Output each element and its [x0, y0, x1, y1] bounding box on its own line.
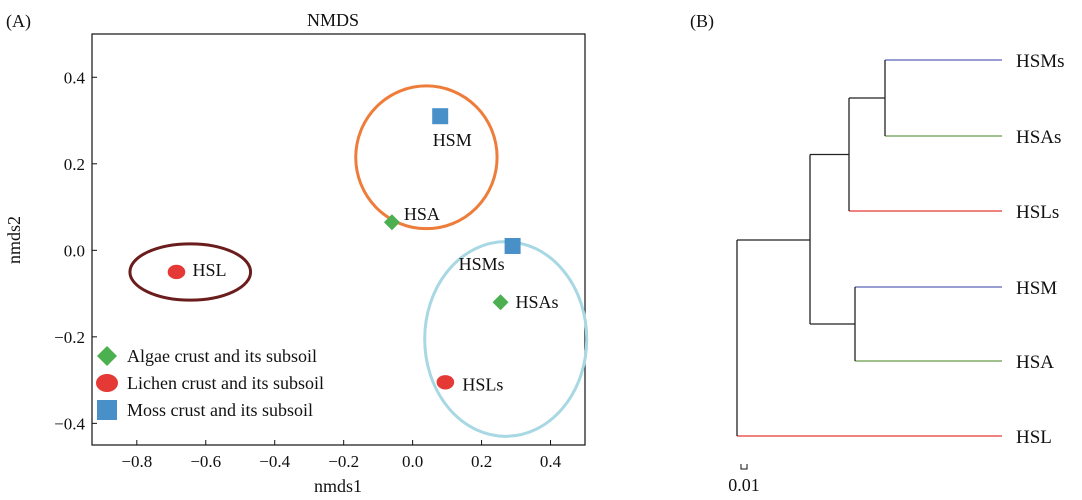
cluster-ellipse-2 — [354, 84, 499, 231]
scale-bar — [740, 464, 748, 470]
scale-bar-label: 0.01 — [728, 475, 760, 495]
dendrogram-tree — [736, 59, 1002, 437]
legend-marker-lichen-crust-and-its-subsoil — [96, 374, 118, 392]
y-tick-label: 0.2 — [64, 155, 85, 174]
point-hsa — [383, 214, 400, 231]
point-label-hsl: HSL — [192, 260, 226, 280]
y-axis-label: nmds2 — [4, 216, 24, 264]
x-axis-label: nmds1 — [314, 476, 362, 496]
point-label-hsa: HSA — [404, 204, 440, 224]
panel-label-b: (B) — [690, 11, 714, 32]
legend-label-lichen-crust-and-its-subsoil: Lichen crust and its subsoil — [127, 373, 324, 393]
cluster-ellipse-1 — [128, 242, 253, 302]
point-hsls — [436, 375, 455, 390]
x-tick-label: 0.4 — [540, 452, 562, 471]
x-tick-label: 0.0 — [402, 452, 423, 471]
point-label-hsls: HSLs — [462, 374, 503, 394]
x-axis-ticks: −0.8 −0.6 −0.4 −0.2 0.0 0.2 0.4 — [121, 440, 562, 471]
point-hsl — [167, 264, 186, 280]
point-label-hsms: HSMs — [459, 254, 505, 274]
x-tick-label: 0.2 — [471, 452, 492, 471]
legend-marker-moss-crust-and-its-subsoil — [97, 400, 117, 420]
x-tick-label: −0.4 — [259, 452, 290, 471]
dendrogram-leaves: HSMs HSAs HSLs HSM HSA HSL — [1016, 51, 1065, 448]
x-tick-label: −0.2 — [328, 452, 359, 471]
leaf-label-hsls: HSLs — [1016, 202, 1059, 223]
y-axis-ticks: 0.4 0.2 0.0 −0.2 −0.4 — [54, 68, 97, 433]
y-tick-label: −0.2 — [54, 328, 85, 347]
dendrogram-panel: (B) HSMs HSAs HSLs HSM HSA HSL 0.01 — [690, 11, 1065, 495]
x-tick-label: −0.8 — [121, 452, 152, 471]
point-label-hsm: HSM — [433, 130, 472, 150]
point-hsms — [504, 237, 521, 254]
point-hsas — [492, 294, 509, 311]
leaf-label-hsm: HSM — [1016, 278, 1057, 299]
x-tick-label: −0.6 — [190, 452, 221, 471]
legend-label-algae-crust-and-its-subsoil: Algae crust and its subsoil — [127, 346, 317, 366]
legend-marker-algae-crust-and-its-subsoil — [97, 346, 117, 366]
data-points: HSA HSAs HSL HSLs HSM HSMs — [167, 108, 559, 394]
leaf-label-hsas: HSAs — [1016, 127, 1061, 148]
panel-label-a: (A) — [6, 11, 31, 32]
leaf-label-hsl: HSL — [1016, 427, 1052, 448]
legend-label-moss-crust-and-its-subsoil: Moss crust and its subsoil — [127, 400, 313, 420]
y-tick-label: 0.4 — [64, 68, 86, 87]
legend: Algae crust and its subsoil Lichen crust … — [96, 346, 324, 420]
y-tick-label: −0.4 — [54, 414, 85, 433]
leaf-label-hsms: HSMs — [1016, 51, 1065, 72]
nmds-panel: (A) NMDS −0.8 −0.6 −0.4 −0.2 0.0 0.2 0.4 0.40.… — [4, 10, 589, 496]
chart-title: NMDS — [307, 10, 359, 30]
point-label-hsas: HSAs — [516, 292, 559, 312]
leaf-label-hsa: HSA — [1016, 352, 1054, 373]
point-hsm — [432, 108, 449, 125]
plot-area-frame — [91, 33, 586, 446]
cluster-ellipse-3 — [423, 240, 589, 438]
y-tick-label: 0.0 — [64, 241, 85, 260]
